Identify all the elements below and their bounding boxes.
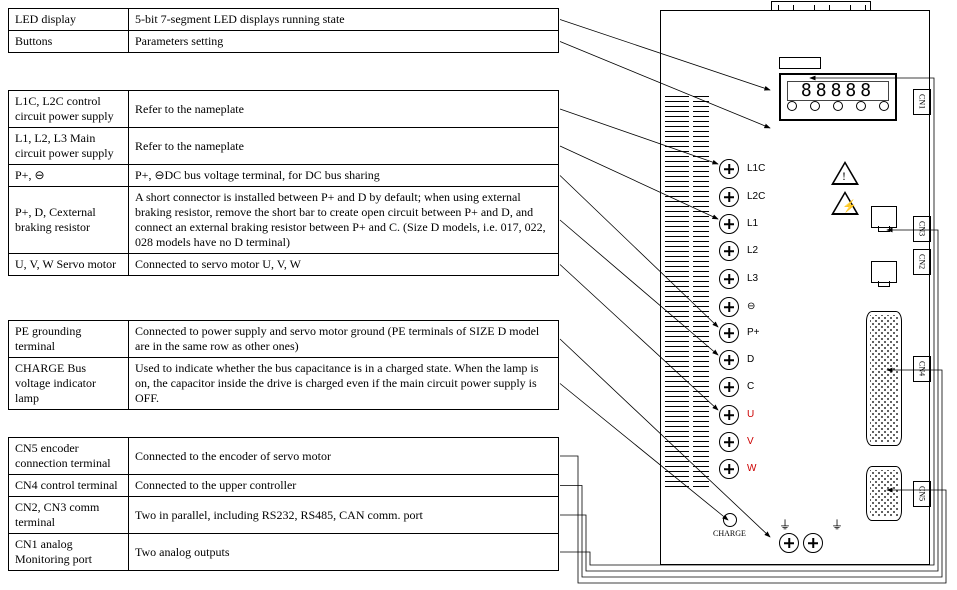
cn-tab: CN3	[913, 216, 931, 242]
row-label: CHARGE Bus voltage indicator lamp	[9, 358, 129, 410]
row-label: Buttons	[9, 31, 129, 53]
warning-icon: ⚡	[831, 191, 859, 215]
terminal-label: L2	[747, 245, 758, 256]
row-label: LED display	[9, 9, 129, 31]
spec-table-4: CN5 encoder connection terminalConnected…	[8, 437, 559, 571]
row-desc: Connected to power supply and servo moto…	[129, 321, 559, 358]
row-desc: Refer to the nameplate	[129, 128, 559, 165]
row-label: P+, ⊖	[9, 165, 129, 187]
row-desc: 5-bit 7-segment LED displays running sta…	[129, 9, 559, 31]
pe-screw	[803, 533, 823, 553]
row-label: L1C, L2C control circuit power supply	[9, 91, 129, 128]
ground-icon: ⏚	[779, 516, 791, 533]
terminal-label: U	[747, 409, 754, 420]
terminal-screw	[719, 377, 739, 397]
cn-tab: CN4	[913, 356, 931, 382]
cn2-port	[871, 261, 897, 283]
row-desc: Used to indicate whether the bus capacit…	[129, 358, 559, 410]
cn-tab: CN5	[913, 481, 931, 507]
device-top-tabs	[771, 1, 871, 11]
cn3-port	[871, 206, 897, 228]
terminal-screw	[719, 214, 739, 234]
row-desc: Parameters setting	[129, 31, 559, 53]
cn5-port	[866, 466, 902, 521]
terminal-screw	[719, 187, 739, 207]
terminal-label: L1	[747, 218, 758, 229]
terminal-screw	[719, 241, 739, 261]
row-desc: Connected to the encoder of servo motor	[129, 438, 559, 475]
terminal-screw	[719, 459, 739, 479]
row-label: CN5 encoder connection terminal	[9, 438, 129, 475]
terminal-screw	[719, 159, 739, 179]
warning-icon: !	[831, 161, 859, 185]
row-desc: Connected to servo motor U, V, W	[129, 254, 559, 276]
spec-table-1: LED display5-bit 7-segment LED displays …	[8, 8, 559, 53]
row-desc: Two analog outputs	[129, 534, 559, 571]
cn-tab: CN2	[913, 249, 931, 275]
row-label: CN4 control terminal	[9, 475, 129, 497]
charge-label: CHARGE	[713, 529, 746, 538]
terminal-screw	[719, 323, 739, 343]
row-desc: P+, ⊖DC bus voltage terminal, for DC bus…	[129, 165, 559, 187]
charge-led-icon	[723, 513, 737, 527]
spec-table-3: PE grounding terminalConnected to power …	[8, 320, 559, 410]
pe-screw	[779, 533, 799, 553]
spec-table-2: L1C, L2C control circuit power supplyRef…	[8, 90, 559, 276]
terminal-screw	[719, 432, 739, 452]
led-display-panel: 88888	[779, 73, 897, 121]
terminal-label: D	[747, 354, 754, 365]
cn-tab: CN1	[913, 89, 931, 115]
terminal-label: W	[747, 463, 756, 474]
row-desc: A short connector is installed between P…	[129, 187, 559, 254]
row-label: L1, L2, L3 Main circuit power supply	[9, 128, 129, 165]
row-label: CN2, CN3 comm terminal	[9, 497, 129, 534]
terminal-label: P+	[747, 327, 760, 338]
terminal-label: ⊖	[747, 301, 755, 312]
terminal-label: L1C	[747, 163, 765, 174]
row-label: U, V, W Servo motor	[9, 254, 129, 276]
led-display-readout: 88888	[787, 81, 889, 101]
row-desc: Refer to the nameplate	[129, 91, 559, 128]
terminal-screw	[719, 405, 739, 425]
row-desc: Two in parallel, including RS232, RS485,…	[129, 497, 559, 534]
button-row	[787, 101, 889, 115]
terminal-label: C	[747, 381, 754, 392]
terminal-label: L2C	[747, 191, 765, 202]
terminal-label: L3	[747, 273, 758, 284]
servo-drive-illustration: 88888 ! ⚡ L1C L2C L1 L2 L3 ⊖ P+ D C U V W ⏚ ⏚ CHARG…	[660, 10, 930, 565]
row-label: P+, D, Cexternal braking resistor	[9, 187, 129, 254]
cn1-mini-port	[779, 57, 821, 69]
terminal-label: V	[747, 436, 754, 447]
cn4-port	[866, 311, 902, 446]
row-label: PE grounding terminal	[9, 321, 129, 358]
terminal-screw	[719, 350, 739, 370]
terminal-screw	[719, 269, 739, 289]
terminal-screw	[719, 297, 739, 317]
row-desc: Connected to the upper controller	[129, 475, 559, 497]
row-label: CN1 analog Monitoring port	[9, 534, 129, 571]
ground-icon: ⏚	[831, 516, 843, 533]
